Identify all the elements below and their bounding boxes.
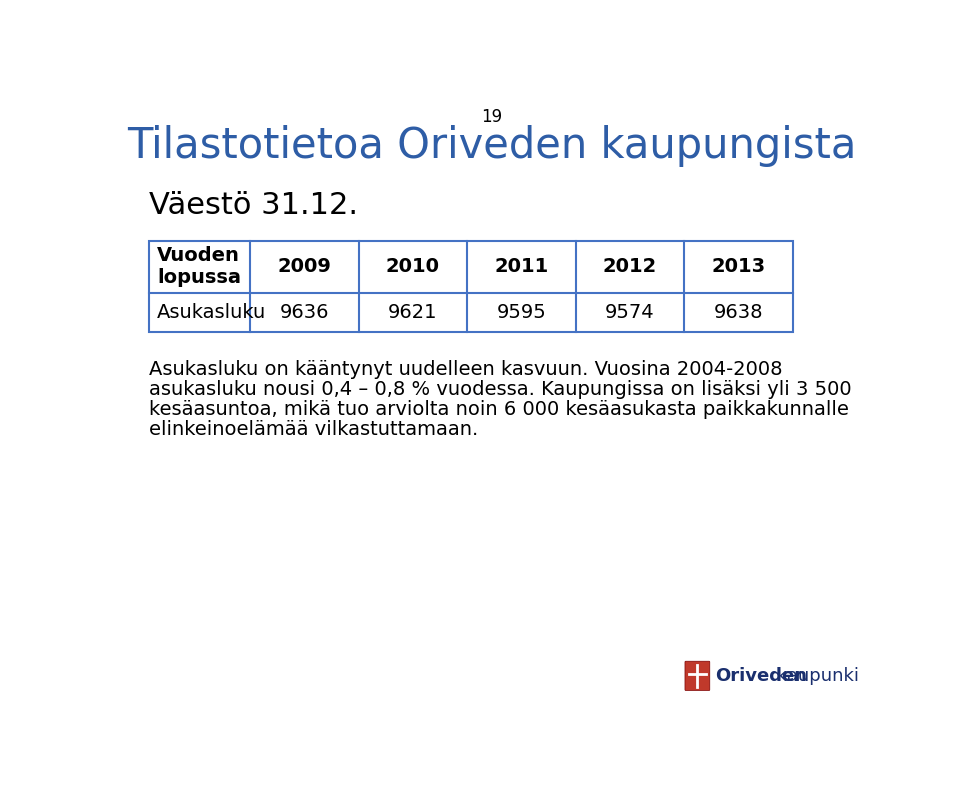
Text: 9595: 9595 [496,303,546,322]
Text: 2011: 2011 [494,257,548,276]
Text: 2013: 2013 [711,257,765,276]
Text: 9636: 9636 [279,303,329,322]
Text: 2009: 2009 [277,257,331,276]
FancyBboxPatch shape [685,661,709,691]
Text: 9621: 9621 [388,303,438,322]
Text: 9574: 9574 [605,303,655,322]
Text: 9638: 9638 [713,303,763,322]
Text: Asukasluku: Asukasluku [157,303,267,322]
Text: Oriveden: Oriveden [715,667,807,685]
Text: 19: 19 [481,108,503,125]
Text: Vuoden
lopussa: Vuoden lopussa [157,246,241,287]
Bar [150,241,793,332]
Text: kaupunki: kaupunki [771,667,859,685]
Text: kesäasuntoa, mikä tuo arviolta noin 6 000 kesäasukasta paikkakunnalle: kesäasuntoa, mikä tuo arviolta noin 6 00… [150,400,850,419]
Text: asukasluku nousi 0,4 – 0,8 % vuodessa. Kaupungissa on lisäksi yli 3 500: asukasluku nousi 0,4 – 0,8 % vuodessa. K… [150,380,852,399]
Text: Väestö 31.12.: Väestö 31.12. [150,191,358,220]
Text: 2012: 2012 [603,257,657,276]
Text: elinkeinoelämää vilkastuttamaan.: elinkeinoelämää vilkastuttamaan. [150,420,479,439]
Text: 2010: 2010 [386,257,440,276]
Text: Tilastotietoa Oriveden kaupungista: Tilastotietoa Oriveden kaupungista [128,125,856,168]
Text: Asukasluku on kääntynyt uudelleen kasvuun. Vuosina 2004-2008: Asukasluku on kääntynyt uudelleen kasvuu… [150,360,783,380]
